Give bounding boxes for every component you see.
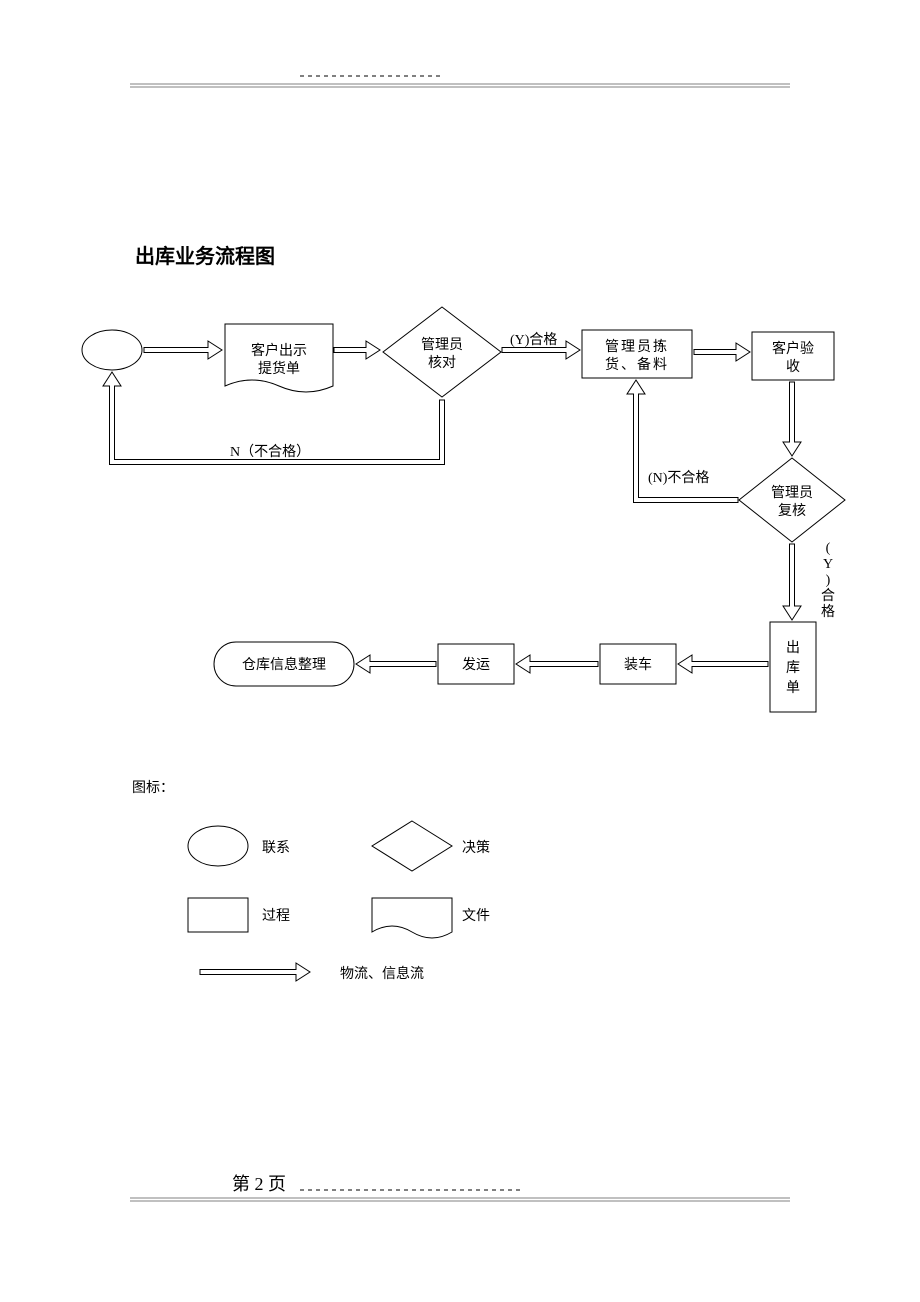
svg-text:(N)不合格: (N)不合格 [648,470,709,486]
page: 第 2 页出库业务流程图客户出示提货单管理员核对管理员拣货、备料客户验收管理员复… [0,0,920,1302]
svg-text:物流、信息流: 物流、信息流 [340,965,424,982]
svg-text:图标：: 图标： [132,780,174,796]
svg-text:客户出示: 客户出示 [251,342,307,359]
svg-text:管理员拣: 管理员拣 [605,339,669,355]
svg-text:联系: 联系 [262,840,290,856]
svg-text:格: 格 [821,604,835,620]
svg-text:(: ( [826,541,831,556]
svg-text:货、备料: 货、备料 [605,356,669,373]
svg-text:): ) [826,573,831,588]
svg-text:收: 收 [786,359,800,375]
svg-text:单: 单 [786,680,800,696]
svg-text:仓库信息整理: 仓库信息整理 [242,656,326,673]
svg-text:文件: 文件 [462,908,490,924]
diagram-canvas: 第 2 页出库业务流程图客户出示提货单管理员核对管理员拣货、备料客户验收管理员复… [0,0,920,1302]
svg-text:发运: 发运 [462,657,490,673]
svg-text:客户验: 客户验 [772,340,814,357]
svg-text:决策: 决策 [462,839,490,856]
svg-text:提货单: 提货单 [258,360,300,377]
svg-text:第 2 页: 第 2 页 [232,1174,286,1194]
svg-text:过程: 过程 [262,908,290,924]
svg-text:库: 库 [786,660,800,676]
svg-text:核对: 核对 [428,355,456,371]
svg-text:出: 出 [786,640,800,656]
svg-text:管理员: 管理员 [771,485,813,501]
svg-text:N（不合格）: N（不合格） [230,444,310,460]
svg-text:(Y)合格: (Y)合格 [510,332,557,348]
svg-text:复核: 复核 [778,502,806,519]
svg-text:出库业务流程图: 出库业务流程图 [135,244,275,268]
svg-text:装车: 装车 [624,656,652,673]
svg-text:管理员: 管理员 [421,337,463,353]
svg-text:Y: Y [823,557,833,572]
svg-text:合: 合 [821,588,835,604]
